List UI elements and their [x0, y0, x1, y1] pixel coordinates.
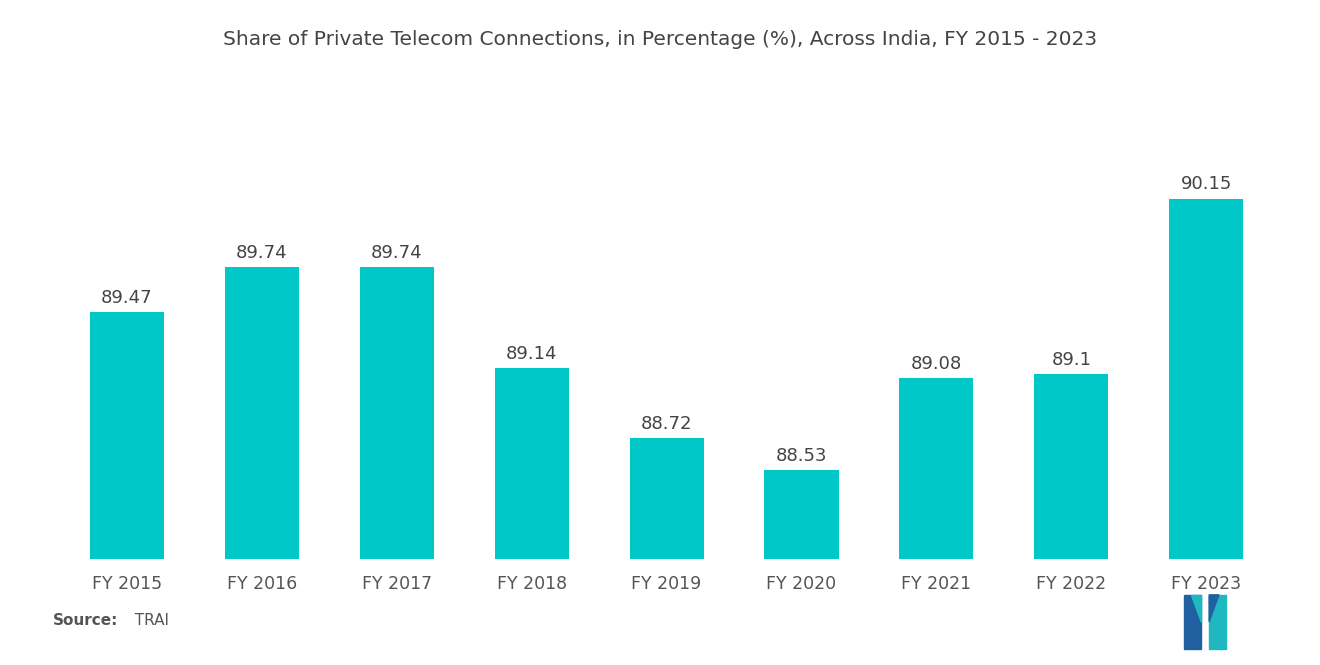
Text: Source:: Source:: [53, 613, 119, 628]
Bar: [1170, 199, 1243, 665]
Bar: [1034, 374, 1109, 665]
Polygon shape: [1209, 595, 1226, 649]
Text: 89.08: 89.08: [911, 354, 962, 372]
Bar: [630, 438, 704, 665]
Text: 88.53: 88.53: [776, 447, 828, 465]
Polygon shape: [1184, 595, 1201, 649]
Bar: [495, 368, 569, 665]
Text: Share of Private Telecom Connections, in Percentage (%), Across India, FY 2015 -: Share of Private Telecom Connections, in…: [223, 30, 1097, 49]
Text: TRAI: TRAI: [125, 613, 169, 628]
Text: 89.74: 89.74: [371, 244, 422, 262]
Text: 89.74: 89.74: [236, 244, 288, 262]
Bar: [359, 267, 434, 665]
Bar: [224, 267, 300, 665]
Text: 89.47: 89.47: [102, 289, 153, 307]
Polygon shape: [1192, 595, 1201, 622]
Polygon shape: [1209, 595, 1220, 622]
Text: 90.15: 90.15: [1180, 176, 1232, 194]
Text: 89.1: 89.1: [1051, 351, 1092, 369]
Text: 89.14: 89.14: [506, 344, 557, 362]
Text: 88.72: 88.72: [640, 415, 693, 433]
Bar: [764, 470, 838, 665]
Bar: [90, 313, 164, 665]
Bar: [899, 378, 973, 665]
